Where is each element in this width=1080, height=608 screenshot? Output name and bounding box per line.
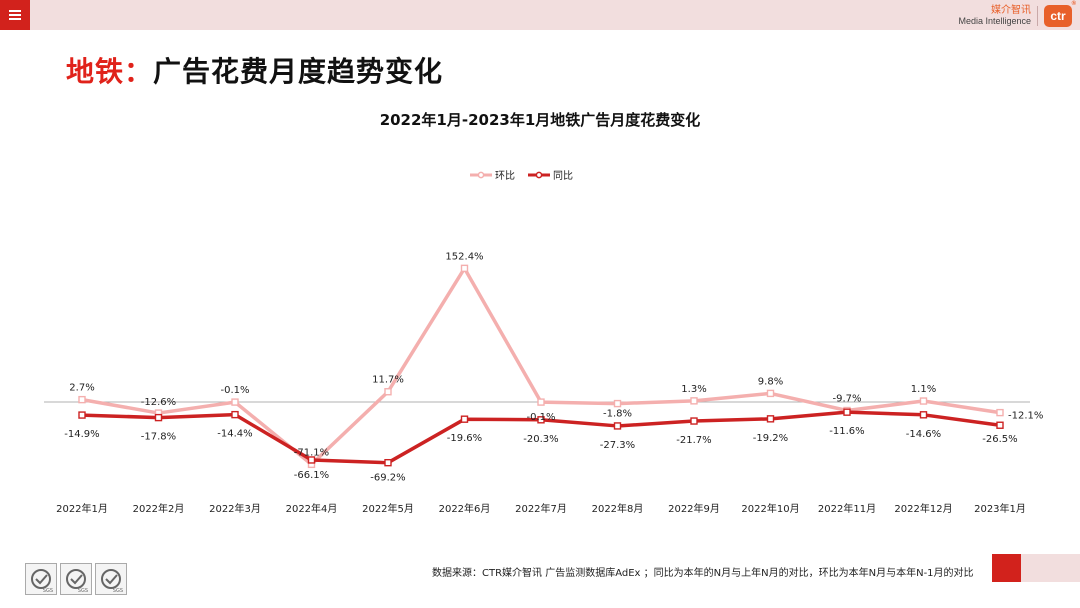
data-point bbox=[766, 389, 775, 398]
menu-button[interactable] bbox=[0, 0, 30, 30]
data-point bbox=[537, 398, 545, 406]
legend-marker-0 bbox=[477, 171, 485, 179]
data-label-mom: 9.8% bbox=[758, 376, 783, 387]
x-tick-label: 2022年10月 bbox=[741, 502, 799, 515]
legend-label: 同比 bbox=[553, 170, 573, 182]
seal-label: SGS bbox=[112, 588, 123, 594]
data-point bbox=[843, 408, 851, 416]
data-point bbox=[613, 399, 622, 408]
data-point bbox=[690, 417, 698, 425]
seal-label: SGS bbox=[42, 588, 53, 594]
data-label-mom: -0.1% bbox=[220, 385, 249, 396]
x-tick-label: 2022年1月 bbox=[56, 502, 108, 515]
brand-name-cn: 媒介智讯 bbox=[991, 5, 1031, 16]
certification-seal-icon: SGS bbox=[60, 563, 92, 595]
data-label-yoy: -17.8% bbox=[141, 432, 176, 443]
data-label-mom: -1.8% bbox=[603, 409, 632, 420]
page-title-rest: 广告花费月度趋势变化 bbox=[153, 55, 444, 88]
data-point bbox=[996, 408, 1004, 417]
logo-text: ctr bbox=[1050, 9, 1066, 23]
footer-accent-red bbox=[992, 554, 1021, 582]
data-label-mom: -12.1% bbox=[1008, 411, 1043, 422]
data-point bbox=[460, 264, 469, 273]
data-point bbox=[78, 411, 86, 419]
data-label-mom: -0.1% bbox=[526, 412, 555, 423]
x-tick-label: 2023年1月 bbox=[974, 502, 1026, 515]
data-label-yoy: -14.9% bbox=[64, 429, 99, 440]
x-tick-label: 2022年6月 bbox=[439, 502, 491, 515]
data-label-mom: -12.6% bbox=[141, 397, 176, 408]
data-label-yoy: -19.2% bbox=[753, 433, 788, 444]
x-tick-label: 2022年12月 bbox=[894, 502, 952, 515]
data-label-mom: -9.7% bbox=[832, 394, 861, 405]
certification-seal-icon: SGS bbox=[25, 563, 57, 595]
data-point bbox=[996, 421, 1004, 429]
certification-seals: SGS SGS SGS bbox=[25, 563, 127, 595]
brand-name-en: Media Intelligence bbox=[958, 16, 1031, 26]
data-point bbox=[919, 397, 928, 405]
seal-label: SGS bbox=[77, 588, 88, 594]
legend-marker-1 bbox=[535, 171, 543, 179]
brand: 媒介智讯 Media Intelligence ctr ® bbox=[958, 1, 1076, 29]
legend-label: 环比 bbox=[495, 170, 515, 182]
ctr-logo: ctr ® bbox=[1044, 1, 1076, 27]
data-label-yoy: -21.7% bbox=[676, 435, 711, 446]
footer-accent-pink bbox=[1021, 554, 1080, 582]
data-point bbox=[460, 415, 469, 423]
data-point bbox=[384, 388, 392, 396]
data-point bbox=[537, 416, 545, 424]
data-label-yoy: -26.5% bbox=[982, 434, 1017, 445]
top-band bbox=[0, 0, 1080, 30]
x-tick-label: 2022年4月 bbox=[286, 502, 338, 515]
data-label-yoy: -11.6% bbox=[829, 426, 864, 437]
data-point bbox=[231, 410, 239, 419]
data-point bbox=[78, 395, 86, 404]
data-point bbox=[690, 397, 698, 405]
x-tick-label: 2022年11月 bbox=[818, 502, 876, 515]
data-label-mom: 152.4% bbox=[445, 251, 483, 262]
data-point bbox=[154, 413, 163, 422]
data-point bbox=[919, 411, 928, 419]
x-tick-label: 2022年9月 bbox=[668, 502, 720, 515]
registered-mark: ® bbox=[1071, 1, 1076, 7]
data-label-yoy: -14.6% bbox=[906, 429, 941, 440]
x-tick-label: 2022年5月 bbox=[362, 502, 414, 515]
data-point bbox=[231, 398, 239, 406]
data-label-mom: 2.7% bbox=[69, 383, 94, 394]
data-label-yoy: -19.6% bbox=[447, 433, 482, 444]
brand-divider bbox=[1037, 6, 1038, 26]
data-label-yoy: -20.3% bbox=[523, 434, 558, 445]
data-point bbox=[766, 415, 775, 423]
x-tick-label: 2022年8月 bbox=[592, 502, 644, 515]
data-label-mom: 11.7% bbox=[372, 375, 404, 386]
data-label-yoy: -14.4% bbox=[217, 429, 252, 440]
x-tick-label: 2022年2月 bbox=[133, 502, 185, 515]
data-point bbox=[613, 422, 622, 430]
chart-title: 2022年1月-2023年1月地铁广告月度花费变化 bbox=[379, 111, 701, 129]
data-label-yoy: -27.3% bbox=[600, 440, 635, 451]
x-tick-label: 2022年7月 bbox=[515, 502, 567, 515]
data-point bbox=[307, 456, 316, 464]
x-tick-label: 2022年3月 bbox=[209, 502, 261, 515]
data-label-yoy: -69.2% bbox=[370, 473, 405, 484]
source-note: 数据来源：CTR媒介智讯 广告监测数据库AdEx ；同比为本年的N月与上年N月的… bbox=[432, 568, 974, 579]
data-label-mom: 1.1% bbox=[911, 384, 936, 395]
data-label-mom: 1.3% bbox=[681, 384, 706, 395]
data-label-mom: -71.1% bbox=[294, 447, 329, 458]
certification-seal-icon: SGS bbox=[95, 563, 127, 595]
brand-text: 媒介智讯 Media Intelligence bbox=[958, 5, 1031, 27]
page-title: 地铁：广告花费月度趋势变化 bbox=[66, 50, 443, 90]
data-label-yoy: -66.1% bbox=[294, 470, 329, 481]
page-title-highlight: 地铁： bbox=[66, 55, 154, 88]
menu-icon bbox=[9, 10, 21, 20]
data-point bbox=[384, 458, 392, 467]
